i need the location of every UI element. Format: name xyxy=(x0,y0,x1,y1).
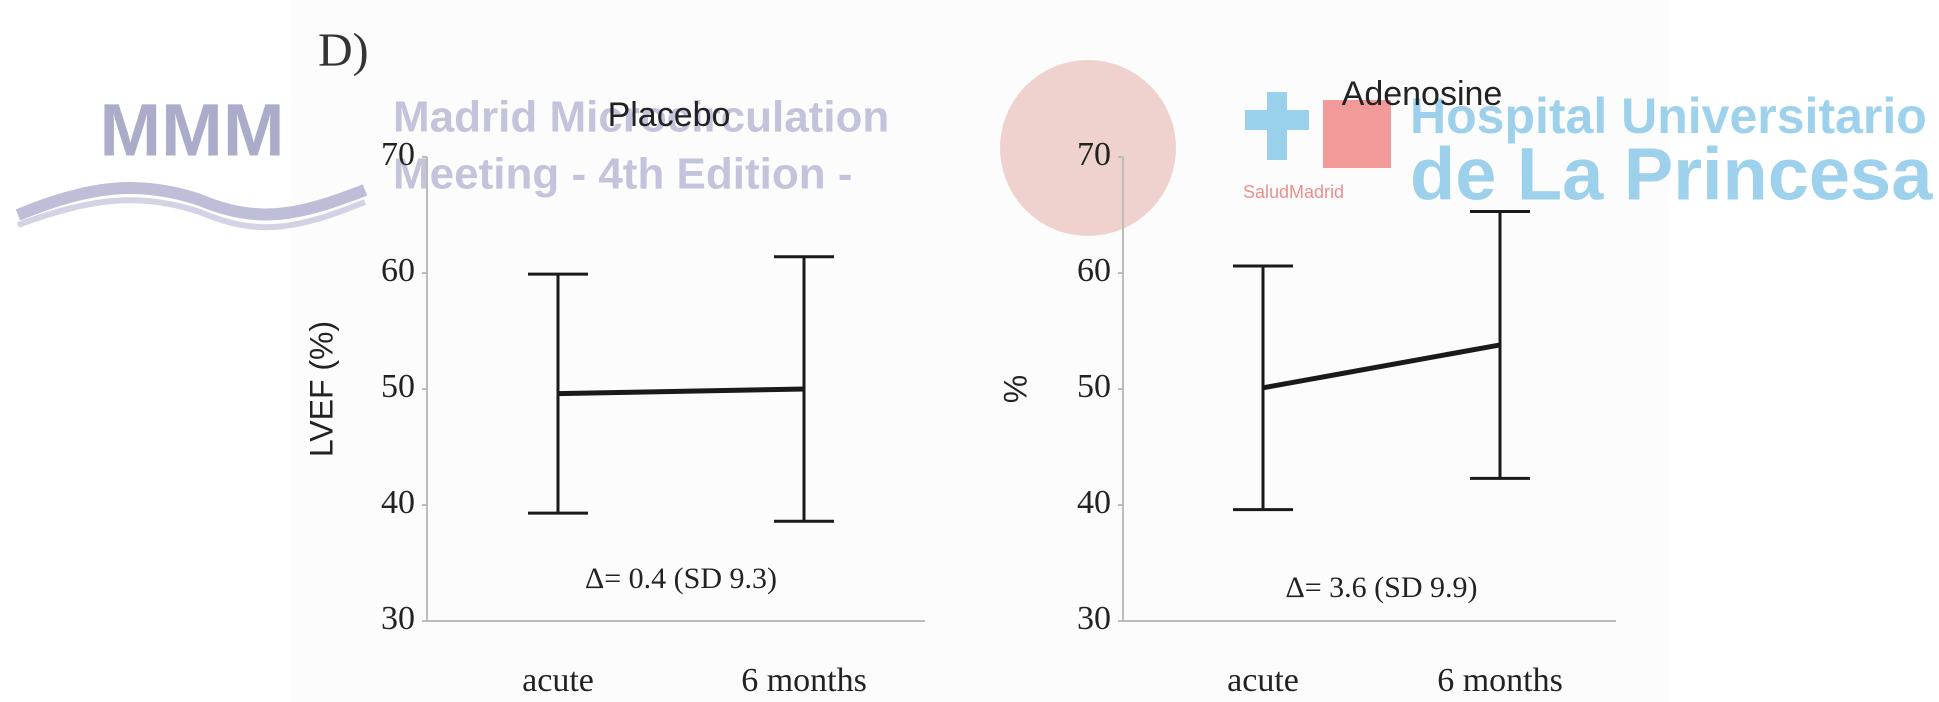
chart-title: Placebo xyxy=(608,96,731,134)
y-tick-label: 30 xyxy=(381,600,415,637)
annotation: Δ= 3.6 (SD 9.9) xyxy=(1285,571,1477,604)
y-tick-label: 50 xyxy=(1077,368,1111,405)
annotation: Δ= 0.4 (SD 9.3) xyxy=(585,562,777,595)
chart-title: Adenosine xyxy=(1342,75,1503,113)
y-axis-label: LVEF (%) xyxy=(303,321,339,457)
hospital-text: de La Princesa xyxy=(1410,133,1933,216)
mmm-logo: MMM xyxy=(100,89,285,172)
panel-label: D) xyxy=(318,24,369,77)
y-tick-label: 40 xyxy=(1077,484,1111,521)
page: MMM Madrid Microcirculation Meeting - 4t… xyxy=(0,0,1939,702)
y-tick-label: 70 xyxy=(1077,136,1111,173)
y-tick-label: 30 xyxy=(1077,600,1111,637)
health-service-text: SaludMadrid xyxy=(1243,182,1344,202)
x-tick-label: acute xyxy=(1227,662,1299,699)
x-tick-label: 6 months xyxy=(741,662,867,699)
y-tick-label: 60 xyxy=(1077,252,1111,289)
meeting-text: Meeting - 4th Edition - xyxy=(393,150,853,199)
y-tick-label: 60 xyxy=(381,252,415,289)
slide: MMM Madrid Microcirculation Meeting - 4t… xyxy=(0,0,1939,702)
y-tick-label: 70 xyxy=(381,136,415,173)
x-tick-label: acute xyxy=(522,662,594,699)
x-tick-label: 6 months xyxy=(1437,662,1563,699)
y-axis-label: % xyxy=(997,375,1033,403)
y-tick-label: 50 xyxy=(381,368,415,405)
y-tick-label: 40 xyxy=(381,484,415,521)
